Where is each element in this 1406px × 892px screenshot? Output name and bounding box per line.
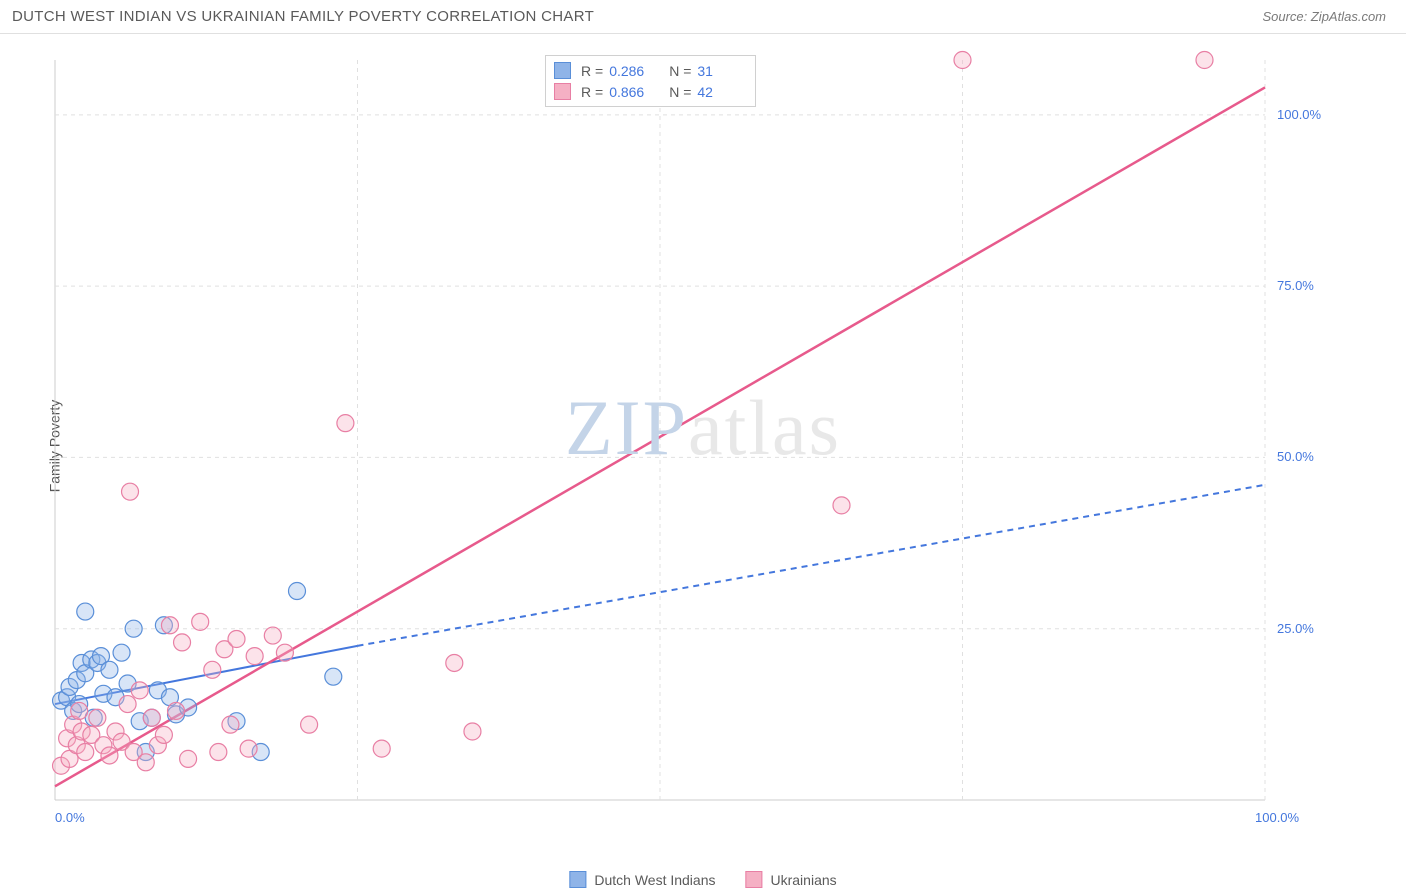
r-value-ukr: 0.866 — [609, 84, 659, 100]
r-label: R = — [581, 84, 603, 100]
y-tick-50: 50.0% — [1277, 449, 1314, 464]
legend-swatch-dutch — [569, 871, 586, 888]
legend-label-dutch: Dutch West Indians — [594, 872, 715, 888]
n-label: N = — [669, 63, 691, 79]
scatter-svg — [50, 50, 1330, 830]
bottom-legend: Dutch West Indians Ukrainians — [569, 871, 836, 888]
x-tick-0: 0.0% — [55, 810, 85, 825]
r-label: R = — [581, 63, 603, 79]
y-tick-25: 25.0% — [1277, 621, 1314, 636]
y-tick-75: 75.0% — [1277, 278, 1314, 293]
n-value-dutch: 31 — [697, 63, 747, 79]
chart-plot-area — [50, 50, 1330, 830]
legend-label-ukr: Ukrainians — [771, 872, 837, 888]
stats-row-dutch: R = 0.286 N = 31 — [554, 60, 747, 81]
stats-row-ukr: R = 0.866 N = 42 — [554, 81, 747, 102]
x-tick-100: 100.0% — [1255, 810, 1299, 825]
n-label: N = — [669, 84, 691, 100]
chart-header: DUTCH WEST INDIAN VS UKRAINIAN FAMILY PO… — [0, 0, 1406, 34]
swatch-ukr — [554, 83, 571, 100]
legend-item-dutch: Dutch West Indians — [569, 871, 715, 888]
chart-title: DUTCH WEST INDIAN VS UKRAINIAN FAMILY PO… — [12, 8, 594, 25]
legend-swatch-ukr — [746, 871, 763, 888]
n-value-ukr: 42 — [697, 84, 747, 100]
y-tick-100: 100.0% — [1277, 107, 1321, 122]
swatch-dutch — [554, 62, 571, 79]
stats-legend-box: R = 0.286 N = 31 R = 0.866 N = 42 — [545, 55, 756, 107]
legend-item-ukr: Ukrainians — [746, 871, 837, 888]
r-value-dutch: 0.286 — [609, 63, 659, 79]
source-label: Source: ZipAtlas.com — [1262, 9, 1386, 24]
